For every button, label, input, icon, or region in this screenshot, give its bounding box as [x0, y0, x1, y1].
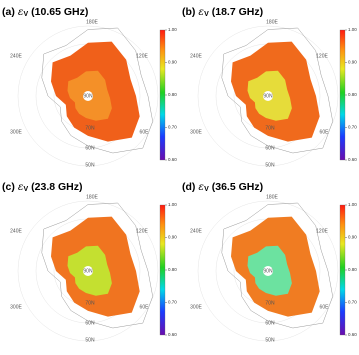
- colorbar-tick-label: 0.70: [348, 300, 357, 305]
- panel: (d) εV (36.5 GHz)180E 240E 120E 300E 60E 90N 70N…: [182, 181, 357, 344]
- panel-label: (a): [2, 6, 15, 18]
- lat-label: 70N: [85, 125, 95, 131]
- lon-label: 60E: [140, 129, 150, 135]
- symbol: ε: [198, 181, 204, 193]
- lon-label: 300E: [190, 304, 202, 310]
- colorbar-tick-label: 1.00: [168, 27, 177, 32]
- panel-label: (d): [182, 181, 195, 193]
- panel-title: (a) εV (10.65 GHz): [2, 6, 88, 18]
- lon-label: 60E: [320, 129, 330, 135]
- colorbar-tick-label: 0.80: [168, 92, 177, 97]
- panel-title: (d) εV (36.5 GHz): [182, 181, 263, 193]
- colorbar-tick-label: 0.80: [348, 267, 357, 272]
- lat-label: 70N: [265, 300, 275, 306]
- panel-label: (b): [182, 6, 195, 18]
- subscript: V: [23, 186, 28, 193]
- lat-label: 70N: [265, 125, 275, 131]
- frequency: (10.65 GHz): [31, 6, 88, 18]
- lon-label: 120E: [136, 53, 148, 59]
- colorbar-tick-label: 0.60: [348, 157, 357, 162]
- frequency: (18.7 GHz): [212, 6, 263, 18]
- lon-label: 120E: [316, 53, 328, 59]
- colorbar-tick-label: 1.00: [348, 27, 357, 32]
- lat-label: 50N: [265, 162, 275, 168]
- symbol: ε: [18, 6, 24, 18]
- symbol: ε: [198, 6, 204, 18]
- graticule: [197, 200, 339, 342]
- colorbar-tick-label: 0.60: [168, 332, 177, 337]
- colorbar-tick-label: 0.80: [348, 92, 357, 97]
- lon-label: 300E: [190, 129, 202, 135]
- lat-label: 90N: [263, 93, 273, 99]
- colorbar: [159, 204, 166, 336]
- pole-hole: [263, 266, 273, 276]
- colorbar-tick-label: 0.70: [168, 300, 177, 305]
- lon-label: 120E: [136, 228, 148, 234]
- lat-label: 70N: [85, 300, 95, 306]
- colorbar: [339, 29, 346, 161]
- subscript: V: [23, 11, 28, 18]
- coastline: [221, 27, 333, 154]
- lon-label: 60E: [320, 304, 330, 310]
- lon-label: 300E: [10, 304, 22, 310]
- lon-label: 300E: [10, 129, 22, 135]
- colorbar-tick-label: 0.70: [168, 125, 177, 130]
- graticule: [17, 200, 159, 342]
- lon-label: 240E: [190, 53, 202, 59]
- lon-label: 240E: [10, 53, 22, 59]
- colorbar-tick-label: 0.90: [168, 60, 177, 65]
- colorbar-tick-label: 0.70: [348, 125, 357, 130]
- colorbar-tick-label: 0.90: [348, 60, 357, 65]
- colorbar-tick-label: 0.90: [348, 235, 357, 240]
- lon-label: 180E: [86, 194, 98, 200]
- pole-hole: [263, 91, 273, 101]
- pole-hole: [83, 266, 93, 276]
- coastline: [221, 202, 333, 329]
- graticule: [17, 25, 159, 167]
- lat-label: 60N: [265, 320, 275, 326]
- colorbar-tick-label: 1.00: [168, 202, 177, 207]
- pole-hole: [83, 91, 93, 101]
- lon-label: 180E: [86, 19, 98, 25]
- frequency: (36.5 GHz): [212, 181, 263, 193]
- lon-label: 180E: [266, 19, 278, 25]
- colorbar-tick-label: 0.60: [168, 157, 177, 162]
- lat-label: 90N: [83, 93, 93, 99]
- symbol: ε: [18, 181, 24, 193]
- panel-title: (b) εV (18.7 GHz): [182, 6, 263, 18]
- lat-label: 60N: [85, 320, 95, 326]
- lat-label: 60N: [265, 145, 275, 151]
- coastline: [41, 27, 153, 154]
- frequency: (23.8 GHz): [31, 181, 82, 193]
- colorbar-tick-label: 0.80: [168, 267, 177, 272]
- colorbar: [339, 204, 346, 336]
- subscript: V: [204, 186, 209, 193]
- graticule: [197, 25, 339, 167]
- lon-label: 60E: [140, 304, 150, 310]
- lat-label: 50N: [85, 162, 95, 168]
- lon-label: 180E: [266, 194, 278, 200]
- panel: (b) εV (18.7 GHz)180E 240E 120E 300E 60E 90N 70N…: [182, 6, 357, 169]
- lon-label: 120E: [316, 228, 328, 234]
- colorbar-tick-label: 0.60: [348, 332, 357, 337]
- panel: (a) εV (10.65 GHz)180E 240E 120E 300E 60E 90N 70…: [2, 6, 177, 169]
- subscript: V: [204, 11, 209, 18]
- panel-title: (c) εV (23.8 GHz): [2, 181, 83, 193]
- lat-label: 60N: [85, 145, 95, 151]
- lat-label: 90N: [83, 268, 93, 274]
- lat-label: 50N: [265, 337, 275, 343]
- lat-label: 90N: [263, 268, 273, 274]
- lon-label: 240E: [190, 228, 202, 234]
- panel-label: (c): [2, 181, 15, 193]
- colorbar: [159, 29, 166, 161]
- colorbar-tick-label: 1.00: [348, 202, 357, 207]
- coastline: [41, 202, 153, 329]
- lat-label: 50N: [85, 337, 95, 343]
- colorbar-tick-label: 0.90: [168, 235, 177, 240]
- lon-label: 240E: [10, 228, 22, 234]
